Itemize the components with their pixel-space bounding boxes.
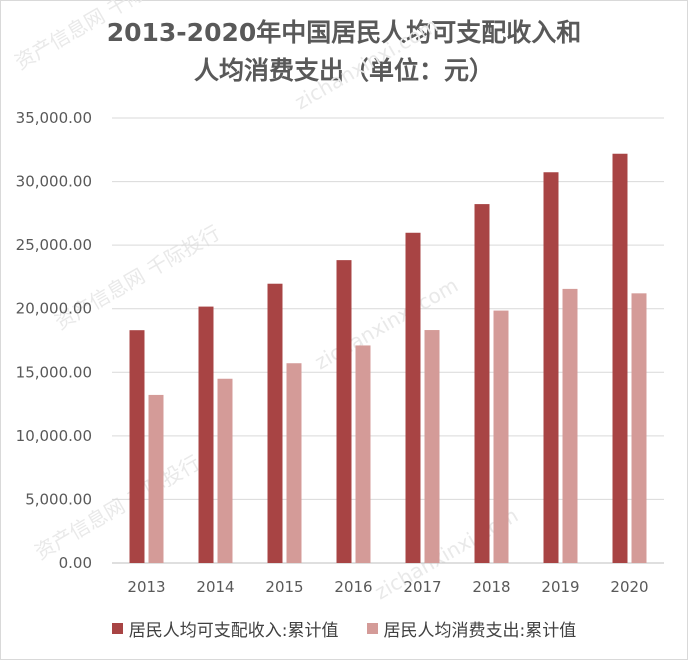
legend-item-consumption: 居民人均消费支出:累计值 xyxy=(366,616,577,641)
x-tick-label: 2020 xyxy=(610,578,648,596)
x-tick-label: 2017 xyxy=(403,578,441,596)
watermark-text: zichanxinxi.com xyxy=(291,13,443,114)
bar-consumption-2019 xyxy=(562,288,578,563)
chart-title-line2: 人均消费支出（单位：元） xyxy=(193,56,494,85)
y-tick-label: 15,000.00 xyxy=(16,363,92,381)
bar-income-2018 xyxy=(474,204,490,563)
x-tick-label: 2013 xyxy=(127,578,165,596)
bar-consumption-2014 xyxy=(217,378,233,563)
x-tick-label: 2014 xyxy=(196,578,234,596)
x-tick-label: 2016 xyxy=(334,578,372,596)
y-tick-label: 0.00 xyxy=(59,554,92,572)
y-tick-label: 35,000.00 xyxy=(16,109,92,127)
chart-title-line1: 2013-2020年中国居民人均可支配收入和 xyxy=(106,18,582,47)
y-tick-label: 30,000.00 xyxy=(16,173,92,191)
x-tick-label: 2015 xyxy=(265,578,303,596)
chart-title: 2013-2020年中国居民人均可支配收入和 人均消费支出（单位：元） xyxy=(0,14,688,90)
bar-income-2017 xyxy=(405,232,421,563)
x-tick-label: 2019 xyxy=(541,578,579,596)
y-tick-label: 20,000.00 xyxy=(16,300,92,318)
y-tick-label: 10,000.00 xyxy=(16,427,92,445)
bar-income-2014 xyxy=(198,306,214,563)
bar-income-2016 xyxy=(336,260,352,563)
legend-label-income: 居民人均可支配收入:累计值 xyxy=(128,621,339,641)
watermark-text: 资产信息网 千际投行 xyxy=(11,0,184,74)
bar-consumption-2015 xyxy=(286,363,302,563)
y-tick-label: 25,000.00 xyxy=(16,236,92,254)
legend-swatch-income xyxy=(111,623,123,634)
bar-income-2013 xyxy=(129,330,145,563)
bar-consumption-2017 xyxy=(424,330,440,563)
bar-income-2015 xyxy=(267,283,283,563)
legend-label-consumption: 居民人均消费支出:累计值 xyxy=(383,621,577,641)
x-tick-label: 2018 xyxy=(472,578,510,596)
bar-consumption-2016 xyxy=(355,345,371,563)
bar-consumption-2013 xyxy=(148,394,164,563)
legend-item-income: 居民人均可支配收入:累计值 xyxy=(111,616,339,641)
legend-swatch-consumption xyxy=(366,623,378,634)
bar-consumption-2018 xyxy=(493,310,509,563)
bar-income-2019 xyxy=(543,172,559,563)
bar-consumption-2020 xyxy=(631,293,647,563)
y-tick-label: 5,000.00 xyxy=(25,490,92,508)
legend: 居民人均可支配收入:累计值 居民人均消费支出:累计值 xyxy=(0,616,688,641)
bar-income-2020 xyxy=(612,153,628,563)
